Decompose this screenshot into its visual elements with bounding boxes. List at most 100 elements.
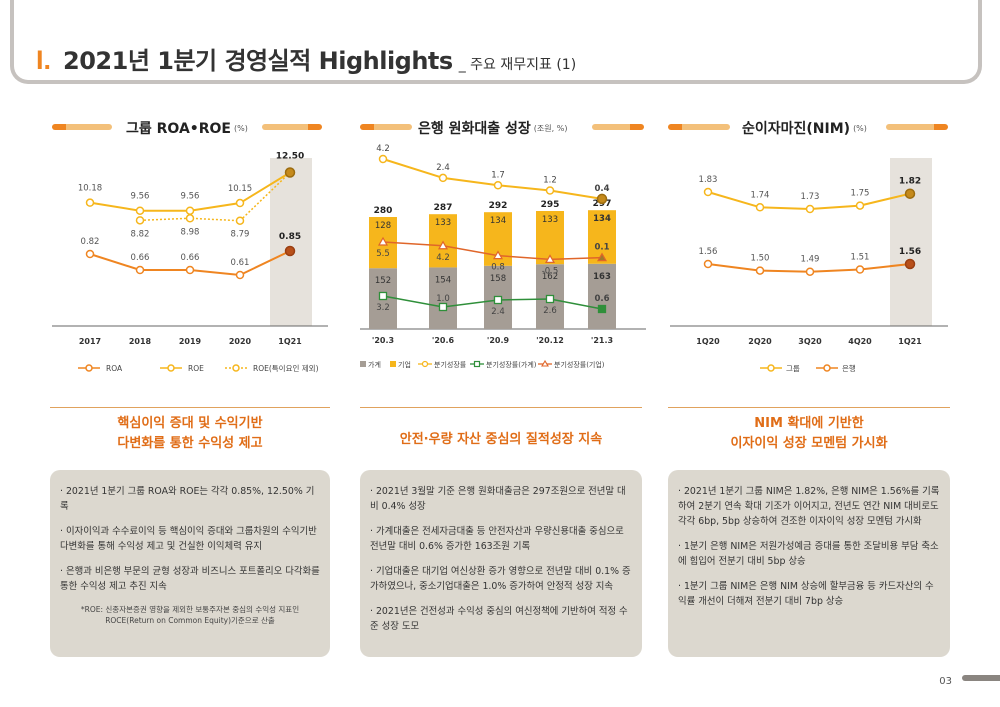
group-nim-label: 1.83 [699,175,718,185]
growth-data-label: 1.2 [543,176,557,186]
corporate-growth-point [437,240,449,250]
household-growth-label: 2.6 [543,306,557,316]
total-value-label: 297 [593,199,612,209]
household-value-label: 163 [593,272,611,282]
headline-3: NIM 확대에 기반한 이자이익 성장 모멘텀 가시화 [668,414,950,454]
legend-label: 은행 [842,363,856,373]
roe-data-label: 10.18 [78,184,102,194]
roe-excl-data-label: 8.79 [231,230,250,240]
corporate-growth-label: 0.8 [491,263,505,273]
bullet-item: · 1분기 그룹 NIM은 은행 NIM 상승에 할부금융 등 카드자산의 수익… [678,581,934,607]
panel-title-text: 그룹 ROA•ROE [126,121,231,137]
household-growth-point [545,294,555,304]
growth-point [545,186,555,195]
bullet-item: · 이자이익과 수수료이익 등 핵심이익 증대와 그룹차원의 수익기반 다변화를… [60,526,317,552]
roe-excl-point [235,216,245,225]
total-value-label: 287 [434,203,453,213]
group-nim-point [904,188,916,199]
title-deco-left-1 [52,124,112,130]
bullet-item: · 은행과 비은행 부문의 균형 성장과 비즈니스 포트폴리오 다각화를 통한 … [60,566,320,592]
bank-nim-point [703,259,713,269]
legend-label: 그룹 [786,364,800,373]
page-title: I. 2021년 1분기 경영실적 Highlights _ 주요 재무지표 (… [36,36,576,76]
roe-point [284,167,296,178]
x-tick-label: 2Q20 [748,337,772,346]
header-frame [10,0,982,84]
group-nim-point [805,204,815,214]
bank-nim-point [805,267,815,276]
total-value-label: 280 [374,206,393,216]
legend-label: 분기성장률(가계) [486,360,537,369]
growth-point [438,173,448,183]
roa-data-label: 0.66 [181,253,200,263]
headline-line2: 다변화를 통한 수익성 제고 [117,436,263,451]
total-value-label: 295 [541,200,560,210]
group-nim-label: 1.74 [751,190,770,200]
title-text: 2021년 1분기 경영실적 Highlights [63,47,453,75]
headline-divider-1 [50,407,330,408]
textbox-loans: · 2021년 3월말 기준 은행 원화대출금은 297조원으로 전년말 대비 … [360,470,642,657]
roa-point [284,245,296,257]
x-tick-label: 2020 [229,337,252,346]
panel-title-text: 은행 원화대출 성장 [418,121,531,137]
legend-marker [823,364,831,372]
total-value-label: 292 [489,201,508,211]
legend-label: ROE(특이요인 제외) [253,363,319,373]
household-growth-label: 0.6 [594,294,609,304]
household-value-label: 154 [435,275,451,285]
bullet-item: · 2021년은 건전성과 수익성 중심의 여신정책에 기반하여 적정 수준 성… [370,606,628,632]
panel-title-roa-roe: 그룹 ROA•ROE (%) [126,118,248,138]
roa-data-label: 0.85 [279,232,301,242]
legend-marker [167,364,175,372]
group-nim-point [703,187,713,197]
growth-data-label: 0.4 [594,184,609,194]
roa-point [185,265,195,275]
roa-data-label: 0.61 [231,258,250,268]
title-subtitle: _ 주요 재무지표 (1) [458,57,577,73]
corporate-value-label: 134 [593,214,611,224]
x-tick-label: '20.12 [536,336,564,345]
roa-point [135,265,145,275]
headline-line1: 안전·우량 자산 중심의 질적성장 지속 [399,432,603,447]
title-deco-right-1 [262,124,322,130]
title-deco-left-2 [360,124,412,130]
x-tick-label: 2018 [129,337,152,346]
x-tick-label: '20.9 [487,336,510,345]
legend-marker [473,360,481,368]
bullet-item: · 2021년 1분기 그룹 NIM은 1.82%, 은행 NIM은 1.56%… [678,486,940,527]
x-tick-label: 1Q21 [898,337,922,346]
legend-marker [85,364,93,372]
household-growth-point [597,304,607,314]
group-nim-label: 1.82 [899,177,921,187]
panel-unit: (%) [233,123,248,133]
chart-nim: 1.83 1.74 1.73 1.75 1.82 1.56 1.50 1.49 1.51 1.56… [670,158,948,373]
growth-data-label: 1.7 [491,170,505,180]
textbox-roa-roe: · 2021년 1분기 그룹 ROA와 ROE는 각각 0.85%, 12.50… [50,470,330,657]
bullet-item: · 1분기 은행 NIM은 저원가성예금 증대를 통한 조달비용 부담 축소에 … [678,541,939,567]
bullet-item: · 2021년 1분기 그룹 ROA와 ROE는 각각 0.85%, 12.50… [60,486,315,512]
roe-data-label: 10.15 [228,184,252,194]
bullet-item: · 기업대출은 대기업 여신상환 증가 영향으로 전년말 대비 0.1% 증가하… [370,566,631,592]
group-nim-point [855,201,865,210]
corporate-growth-point [596,252,608,262]
page-bar-deco [962,675,1000,681]
growth-point [378,154,388,164]
legend-marker [541,359,549,367]
legend-label: 분기성장률 [434,360,467,369]
textbox-nim: · 2021년 1분기 그룹 NIM은 1.82%, 은행 NIM은 1.56%… [668,470,950,657]
legend-label: 가계 [368,360,381,369]
household-growth-label: 2.4 [491,307,505,317]
x-tick-label: '21.3 [591,336,613,345]
corporate-growth-label: -0.5 [542,266,559,276]
group-nim-label: 1.75 [851,189,870,199]
roa-point [85,249,95,259]
headline-line1: 핵심이익 증대 및 수익기반 [117,416,263,431]
corporate-value-label: 128 [375,221,391,231]
x-tick-label: '20.3 [372,336,394,345]
corporate-growth-point [492,250,504,260]
legend-label: 분기성장률(기업) [554,360,605,369]
roe-point [135,206,145,215]
x-tick-label: 2019 [179,337,202,346]
x-tick-label: 1Q20 [696,337,720,346]
series-line-roe-excl [139,171,291,222]
